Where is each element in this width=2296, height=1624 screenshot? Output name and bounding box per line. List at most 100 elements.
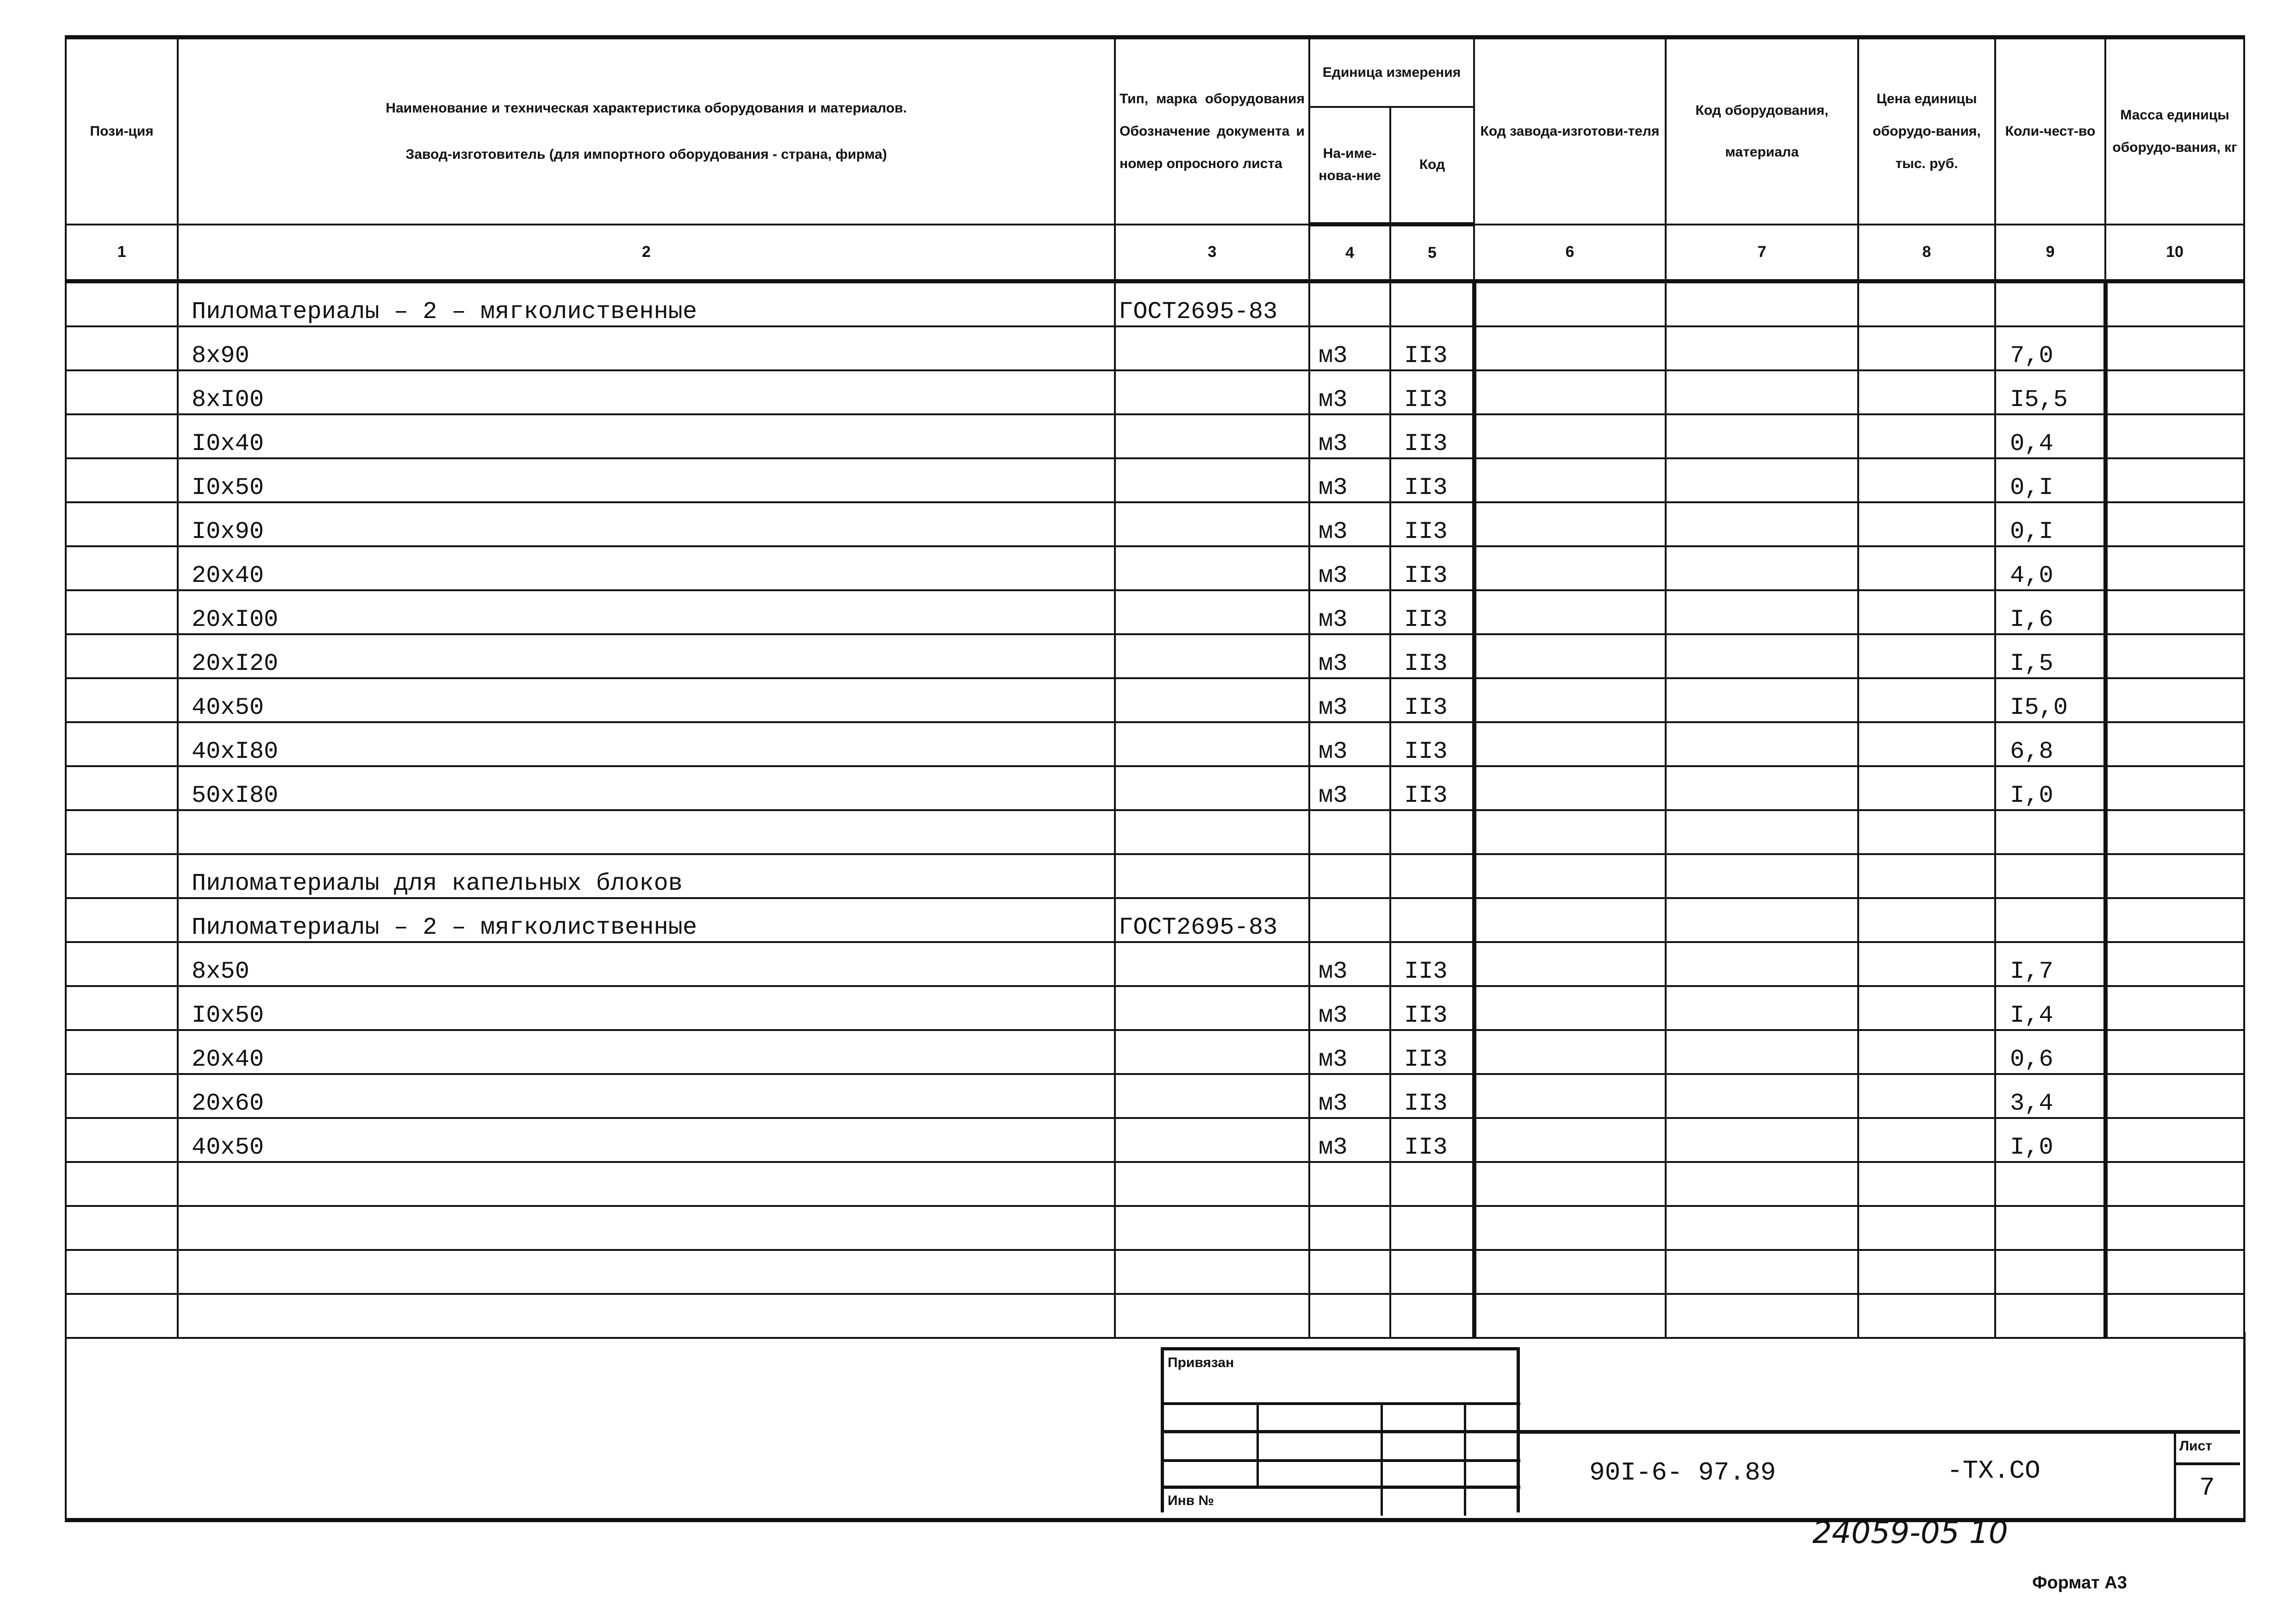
unit-code-cell: II3 — [1389, 501, 1476, 547]
document-cell — [1114, 1161, 1310, 1207]
unit-name-cell — [1308, 1249, 1391, 1295]
name-cell: Пиломатериалы – 2 – мягколиственные — [177, 280, 1116, 327]
name-cell: 20xI20 — [177, 633, 1116, 679]
mass-cell — [2104, 897, 2246, 943]
title-block: 90I-6- 97.89 -TX.CO Лист 7 — [1520, 1430, 2240, 1522]
table-row: 50xI80 м3 II3 I,0 — [65, 765, 2246, 811]
mass-cell — [2104, 280, 2246, 327]
price-cell — [1857, 941, 1997, 987]
price-cell — [1857, 369, 1997, 415]
mass-cell — [2104, 765, 2246, 811]
unit-code-cell: II3 — [1389, 941, 1476, 987]
table-row — [65, 1249, 2246, 1295]
name-cell — [177, 1249, 1116, 1295]
header-position: Пози-ция — [65, 35, 179, 225]
mass-cell — [2104, 589, 2246, 635]
factory-code-cell — [1473, 985, 1667, 1031]
factory-code-cell — [1473, 280, 1667, 327]
position-cell — [65, 280, 179, 327]
name-cell: I0x40 — [177, 413, 1116, 459]
document-cell — [1114, 1073, 1310, 1119]
position-cell — [65, 941, 179, 987]
price-cell — [1857, 280, 1997, 327]
equipment-code-cell — [1665, 280, 1860, 327]
quantity-cell: I5,0 — [1994, 677, 2108, 723]
price-cell — [1857, 457, 1997, 503]
document-cell — [1114, 457, 1310, 503]
column-number-3: 3 — [1114, 223, 1310, 283]
unit-name-cell — [1308, 1205, 1391, 1251]
position-cell — [65, 1249, 179, 1295]
sheet-label: Лист — [2179, 1438, 2212, 1454]
mass-cell — [2104, 633, 2246, 679]
document-cell — [1114, 1205, 1310, 1251]
position-cell — [65, 677, 179, 723]
unit-code-cell: II3 — [1389, 1029, 1476, 1075]
factory-code-cell — [1473, 677, 1667, 723]
factory-code-cell — [1473, 325, 1667, 371]
price-cell — [1857, 1205, 1997, 1251]
equipment-code-cell — [1665, 589, 1860, 635]
quantity-cell: 3,4 — [1994, 1073, 2108, 1119]
document-cell — [1114, 369, 1310, 415]
unit-name-cell — [1308, 280, 1391, 327]
mass-cell — [2104, 1205, 2246, 1251]
table-row — [65, 1293, 2246, 1339]
quantity-cell — [1994, 853, 2108, 899]
unit-name-cell: м3 — [1308, 677, 1391, 723]
quantity-cell — [1994, 280, 2108, 327]
position-cell — [65, 369, 179, 415]
table-row: 40xI80 м3 II3 6,8 — [65, 721, 2246, 767]
table-row: 40x50 м3 II3 I5,0 — [65, 677, 2246, 723]
column-numbers-row: 1 2 3 4 5 6 7 8 9 10 — [65, 223, 2246, 283]
mass-cell — [2104, 721, 2246, 767]
document-cell — [1114, 545, 1310, 591]
name-cell: 20xI00 — [177, 589, 1116, 635]
factory-code-cell — [1473, 941, 1667, 987]
factory-code-cell — [1473, 897, 1667, 943]
table-row — [65, 809, 2246, 855]
unit-code-cell — [1389, 1249, 1476, 1295]
mass-cell — [2104, 985, 2246, 1031]
column-number-8: 8 — [1857, 223, 1997, 283]
position-cell — [65, 985, 179, 1031]
unit-code-cell — [1389, 1293, 1476, 1339]
binding-stamp: Привязан Инв № — [1161, 1347, 1520, 1516]
equipment-code-cell — [1665, 1029, 1860, 1075]
equipment-code-cell — [1665, 1205, 1860, 1251]
price-cell — [1857, 1249, 1997, 1295]
price-cell — [1857, 1029, 1997, 1075]
price-cell — [1857, 633, 1997, 679]
equipment-code-cell — [1665, 325, 1860, 371]
header-unit-group: Единица измерения — [1308, 35, 1475, 108]
equipment-code-cell — [1665, 413, 1860, 459]
header-name: Наименование и техническая характеристик… — [177, 35, 1116, 225]
name-cell — [177, 1205, 1116, 1251]
quantity-cell: I,5 — [1994, 633, 2108, 679]
equipment-code-cell — [1665, 677, 1860, 723]
unit-code-cell: II3 — [1389, 633, 1476, 679]
price-cell — [1857, 853, 1997, 899]
name-cell: 20x40 — [177, 545, 1116, 591]
equipment-code-cell — [1665, 633, 1860, 679]
table-row — [65, 1161, 2246, 1207]
equipment-code-cell — [1665, 853, 1860, 899]
mass-cell — [2104, 457, 2246, 503]
equipment-code-cell — [1665, 457, 1860, 503]
column-number-1: 1 — [65, 223, 179, 283]
mass-cell — [2104, 413, 2246, 459]
price-cell — [1857, 325, 1997, 371]
unit-name-cell: м3 — [1308, 633, 1391, 679]
equipment-code-cell — [1665, 369, 1860, 415]
unit-code-cell: II3 — [1389, 413, 1476, 459]
factory-code-cell — [1473, 413, 1667, 459]
name-cell: 8x50 — [177, 941, 1116, 987]
mass-cell — [2104, 369, 2246, 415]
document-cell — [1114, 589, 1310, 635]
factory-code-cell — [1473, 457, 1667, 503]
unit-name-cell: м3 — [1308, 369, 1391, 415]
specification-table: Пози-ция Наименование и техническая хара… — [65, 35, 2246, 1339]
equipment-code-cell — [1665, 1249, 1860, 1295]
position-cell — [65, 765, 179, 811]
mass-cell — [2104, 1073, 2246, 1119]
